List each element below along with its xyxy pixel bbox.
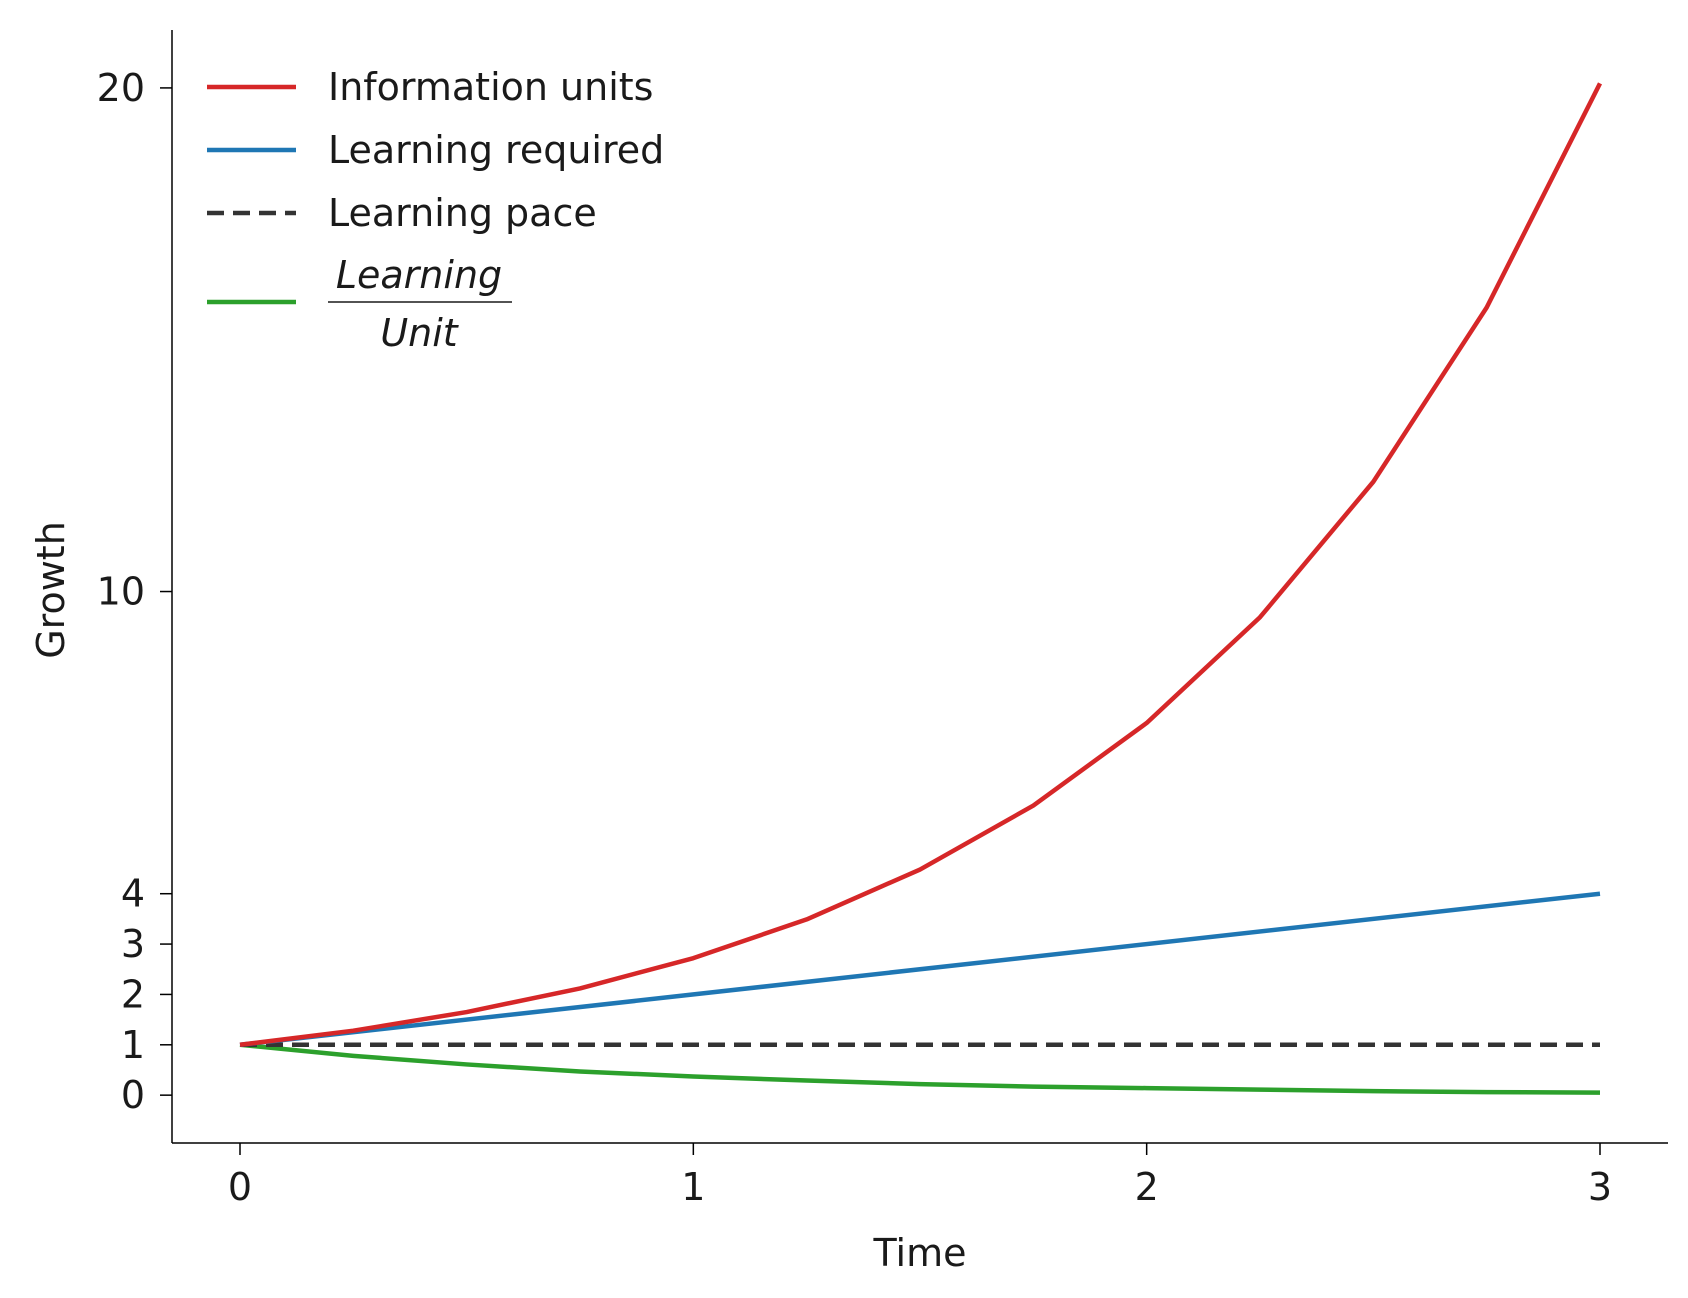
- legend-label-numerator: Learning: [336, 253, 502, 297]
- legend-label-denominator: Unit: [380, 311, 459, 355]
- y-axis-label: Growth: [29, 521, 73, 659]
- y-tick-label: 1: [121, 1023, 145, 1067]
- x-tick-label: 3: [1588, 1165, 1612, 1209]
- x-ticks: 0 1 2 3: [228, 1143, 1612, 1209]
- x-axis-label: Time: [873, 1231, 967, 1275]
- y-tick-label: 10: [97, 570, 145, 614]
- y-tick-label: 20: [97, 66, 145, 110]
- y-tick-label: 0: [121, 1073, 145, 1117]
- y-tick-label: 4: [121, 872, 145, 916]
- legend-label-0: Information units: [328, 65, 653, 109]
- legend: Information units Learning required Learni…: [207, 65, 664, 355]
- legend-label-2: Learning pace: [328, 191, 597, 235]
- series-layer: [239, 82, 1603, 1095]
- x-tick-label: 1: [681, 1165, 705, 1209]
- y-tick-label: 3: [121, 922, 145, 966]
- series-line-3: [239, 1042, 1601, 1095]
- y-ticks: 0 1 2 3 4 10 20: [97, 66, 172, 1117]
- x-tick-label: 0: [228, 1165, 252, 1209]
- series-line-1: [239, 891, 1601, 1048]
- series-line-0: [239, 82, 1603, 1048]
- y-tick-label: 2: [121, 972, 145, 1016]
- legend-label-1: Learning required: [328, 128, 664, 172]
- x-tick-label: 2: [1135, 1165, 1159, 1209]
